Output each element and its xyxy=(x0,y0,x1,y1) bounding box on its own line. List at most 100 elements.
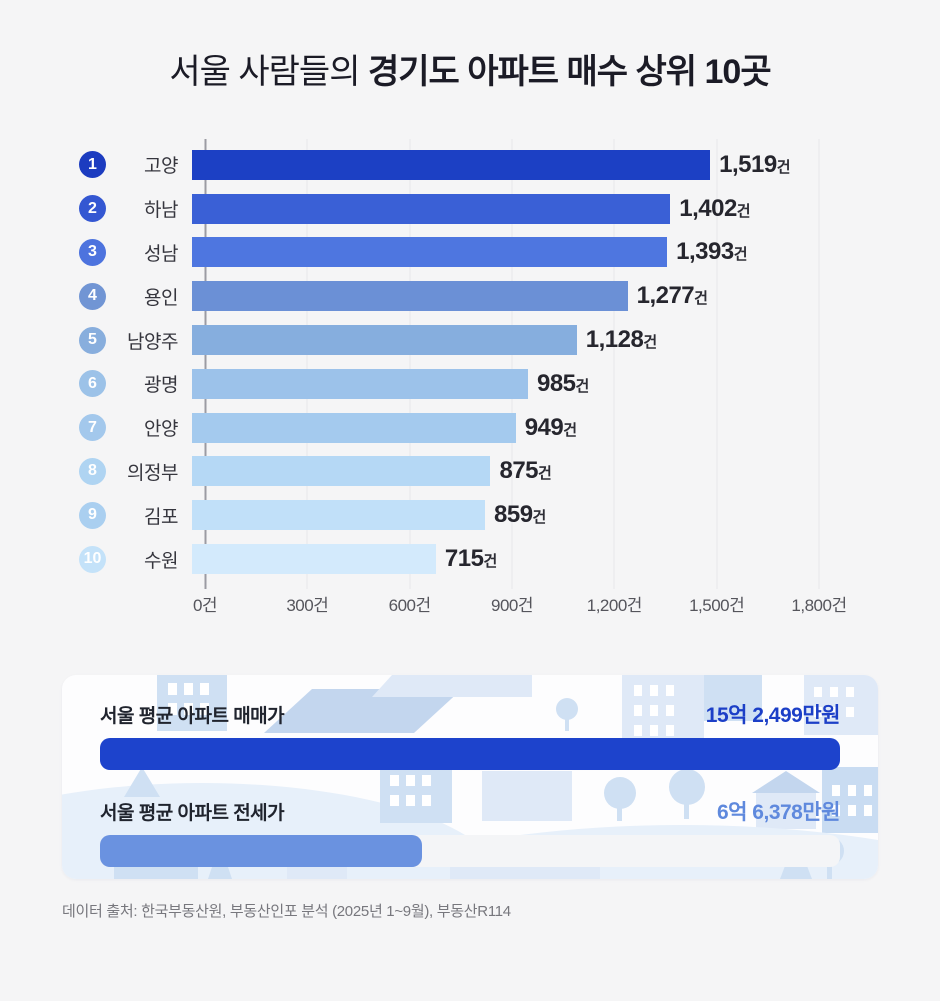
bar-area: 715건 xyxy=(192,544,806,575)
rank-badge: 8 xyxy=(79,457,106,485)
bar xyxy=(192,368,528,399)
rank-badge: 6 xyxy=(79,370,106,398)
bar xyxy=(192,412,516,443)
rank-badge: 7 xyxy=(79,414,106,442)
x-tick-label: 600건 xyxy=(388,595,432,615)
summary-value: 15억 2,499만원 xyxy=(705,704,841,727)
value-unit: 건 xyxy=(538,465,552,483)
summary-value: 6억 6,378만원 xyxy=(716,801,841,824)
title-regular-part: 서울 사람들의 xyxy=(169,53,368,91)
rank-badge: 1 xyxy=(79,151,106,179)
rank-badge: 2 xyxy=(79,195,106,223)
bar xyxy=(192,193,671,224)
value-label: 715건 xyxy=(444,545,497,573)
value-label: 1,519건 xyxy=(719,150,791,178)
gridline xyxy=(613,139,615,589)
value-unit: 건 xyxy=(776,158,791,176)
chart-row: 7 안양 949건 xyxy=(0,406,940,450)
summary-content: 서울 평균 아파트 매매가 15억 2,499만원 서울 평균 아파트 전세가 … xyxy=(62,675,878,867)
value-unit: 건 xyxy=(575,377,590,395)
summary-label: 서울 평균 아파트 매매가 xyxy=(100,706,285,727)
value-unit: 건 xyxy=(483,553,497,571)
bar-area: 1,128건 xyxy=(192,325,806,356)
value-label: 1,277건 xyxy=(636,282,708,310)
page-title: 서울 사람들의 경기도 아파트 매수 상위 10곳 xyxy=(0,44,940,93)
rank-badge: 10 xyxy=(79,545,106,573)
category-label: 김포 xyxy=(144,506,178,528)
chart-row: 5 남양주 1,128건 xyxy=(0,318,940,362)
title-bold-part: 경기도 아파트 매수 상위 10곳 xyxy=(367,53,772,91)
bar xyxy=(192,149,711,180)
summary-bar-track xyxy=(100,835,840,867)
summary-bar-fill xyxy=(100,835,422,867)
summary-bar-fill xyxy=(100,738,840,770)
category-label: 성남 xyxy=(144,243,178,265)
bar-chart: 1 고양 1,519건 2 하남 1,402건 3 성남 1,393건 4 용인 1,277건 5 남양주… xyxy=(0,139,940,615)
gridline xyxy=(306,139,308,589)
rank-badge: 4 xyxy=(79,282,106,310)
bar xyxy=(192,544,436,575)
value-label: 875건 xyxy=(499,457,552,485)
bar xyxy=(192,237,668,268)
rank-badge: 5 xyxy=(79,326,106,354)
summary-label: 서울 평균 아파트 전세가 xyxy=(100,803,285,824)
category-label: 고양 xyxy=(144,156,178,178)
category-label: 하남 xyxy=(144,200,178,222)
bar-area: 1,277건 xyxy=(192,281,806,312)
summary-row-jeonse: 서울 평균 아파트 전세가 6억 6,378만원 xyxy=(100,796,841,867)
category-label: 안양 xyxy=(144,419,178,441)
bar xyxy=(192,456,491,487)
bar-area: 1,393건 xyxy=(192,237,806,268)
gridline xyxy=(818,139,820,589)
bar xyxy=(192,325,577,356)
bar-area: 949건 xyxy=(192,412,806,443)
rank-badge: 9 xyxy=(79,501,106,529)
gridline xyxy=(511,139,513,589)
bar xyxy=(192,281,628,312)
rank-badge: 3 xyxy=(79,238,106,266)
value-label: 859건 xyxy=(494,501,546,529)
summary-card: 서울 평균 아파트 매매가 15억 2,499만원 서울 평균 아파트 전세가 … xyxy=(62,675,878,879)
value-unit: 건 xyxy=(532,509,547,527)
gridline xyxy=(409,139,411,589)
bar xyxy=(192,500,485,531)
category-label: 수원 xyxy=(144,550,178,572)
x-axis: 0건 300건 600건 900건 1,200건 1,500건 1,800건 xyxy=(193,587,847,615)
x-tick-label: 1,200건 xyxy=(586,595,643,615)
value-label: 949건 xyxy=(524,413,577,441)
chart-row: 1 고양 1,519건 xyxy=(0,143,940,187)
bar-area: 985건 xyxy=(192,368,806,399)
data-source-note: 데이터 출처: 한국부동산원, 부동산인포 분석 (2025년 1~9월), 부… xyxy=(62,903,511,920)
summary-row-sale: 서울 평균 아파트 매매가 15억 2,499만원 xyxy=(100,699,841,770)
bar-area: 1,519건 xyxy=(192,149,806,180)
value-label: 1,402건 xyxy=(679,194,751,222)
x-tick-label: 0건 xyxy=(192,595,218,615)
category-label: 의정부 xyxy=(127,462,178,484)
value-unit: 건 xyxy=(733,246,748,264)
value-unit: 건 xyxy=(694,290,708,308)
value-unit: 건 xyxy=(643,334,657,352)
category-label: 광명 xyxy=(144,375,178,397)
x-tick-label: 300건 xyxy=(286,595,329,615)
category-label: 남양주 xyxy=(127,331,178,353)
chart-row: 4 용인 1,277건 xyxy=(0,274,940,318)
value-unit: 건 xyxy=(736,202,751,220)
x-tick-label: 1,800건 xyxy=(791,595,847,615)
value-label: 1,393건 xyxy=(676,238,748,266)
y-axis-line xyxy=(204,139,207,589)
x-tick-label: 1,500건 xyxy=(689,595,745,615)
chart-rows: 1 고양 1,519건 2 하남 1,402건 3 성남 1,393건 4 용인 1,277건 5 남양주… xyxy=(0,143,940,581)
chart-row: 2 하남 1,402건 xyxy=(0,187,940,231)
chart-grid xyxy=(204,139,820,589)
chart-row: 9 김포 859건 xyxy=(0,493,940,537)
chart-row: 3 성남 1,393건 xyxy=(0,231,940,275)
bar-area: 875건 xyxy=(192,456,806,487)
value-label: 1,128건 xyxy=(585,326,657,354)
gridline xyxy=(716,139,718,589)
summary-bar-track xyxy=(100,738,840,770)
chart-row: 10 수원 715건 xyxy=(0,537,940,581)
chart-row: 8 의정부 875건 xyxy=(0,450,940,494)
chart-row: 6 광명 985건 xyxy=(0,362,940,406)
value-unit: 건 xyxy=(563,421,577,439)
category-label: 용인 xyxy=(144,287,178,309)
